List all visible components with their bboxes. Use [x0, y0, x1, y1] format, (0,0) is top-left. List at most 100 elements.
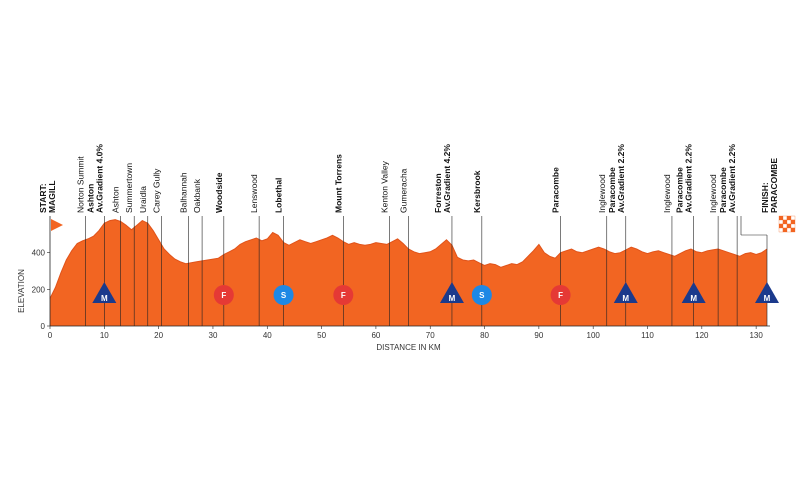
waypoint-label: Forreston: [433, 173, 443, 213]
x-tick-label: 120: [695, 331, 709, 340]
waypoint-label: Paracombe: [551, 167, 561, 213]
chart-axes: 0 10 20 30 40 50 60 70 80 90 100 110 120 130 0 200 400: [32, 216, 770, 340]
x-tick-label: 40: [263, 331, 272, 340]
finish-flag-cell: [782, 223, 788, 229]
marker-letter: M: [690, 294, 697, 303]
finish-flag-cell: [790, 227, 796, 233]
finish-flag-cell: [786, 227, 792, 233]
waypoint-label: Inglewood: [708, 174, 718, 213]
x-tick-label: 80: [480, 331, 489, 340]
marker-circle: [273, 285, 294, 305]
x-tick-label: 60: [371, 331, 380, 340]
finish-flag-cell: [782, 219, 788, 225]
x-tick-label: 10: [100, 331, 109, 340]
climb-triangle: [681, 282, 706, 303]
waypoint-label: Mount Torrens: [333, 154, 343, 213]
marker-circle: [333, 285, 354, 305]
finish-flag-cell: [782, 227, 788, 233]
finish-flag-cell: [778, 227, 784, 233]
mountain-climb-icon: M: [439, 282, 464, 303]
waypoint-label: Av.Gradient 2.2%: [727, 144, 737, 213]
x-tick-label: 30: [209, 331, 218, 340]
finish-flag-cell: [778, 215, 784, 221]
y-axis-label: ELEVATION: [17, 269, 26, 313]
mountain-climb-icon: M: [613, 282, 638, 303]
finish-flag-cell: [778, 219, 784, 225]
climb-triangle: [92, 282, 117, 303]
finish-flag-cell: [782, 215, 788, 221]
marker-letter: S: [281, 291, 287, 300]
mountain-climb-icon: M: [92, 282, 117, 303]
waypoint-label: Summertown: [124, 163, 134, 213]
start-flag-icon: [51, 219, 63, 231]
waypoint-label: Paracombe: [718, 167, 728, 213]
marker-letter: M: [622, 294, 629, 303]
y-tick-label: 400: [32, 249, 46, 258]
waypoint-label: Ashton: [85, 184, 95, 213]
feed-zone-icon: F: [333, 285, 354, 305]
waypoint-label: Norton Summit: [75, 156, 85, 213]
x-tick-label: 50: [317, 331, 326, 340]
marker-letter: M: [101, 294, 108, 303]
finish-flag-cell: [790, 219, 796, 225]
x-tick-label: 100: [587, 331, 601, 340]
marker-letter: F: [341, 291, 346, 300]
waypoint-label: Kersbrook: [472, 170, 482, 213]
x-tick-label: 110: [641, 331, 654, 340]
mountain-climb-icon: M: [755, 282, 779, 303]
waypoint-label: Ashton: [111, 186, 121, 213]
waypoint-label: Lenswood: [249, 174, 259, 213]
finish-flag-cell: [790, 215, 796, 221]
climb-triangle: [439, 282, 464, 303]
finish-flag-icon: [778, 215, 796, 233]
finish-label: FINISH:: [760, 182, 770, 213]
marker-circle: [550, 285, 571, 305]
marker-letter: M: [449, 294, 456, 303]
waypoint-label: Carey Gully: [151, 168, 161, 213]
marker-letter: F: [558, 291, 563, 300]
marker-letter: M: [764, 294, 771, 303]
waypoint-label: Woodside: [214, 172, 224, 213]
mountain-climb-icon: M: [681, 282, 706, 303]
waypoint-label: Paracombe: [675, 167, 685, 213]
finish-flag-cell: [786, 223, 792, 229]
y-tick-label: 0: [41, 322, 46, 331]
waypoint-label: Av.Gradient 4.0%: [94, 144, 104, 213]
climb-triangle: [755, 282, 779, 303]
start-label: MAGILL: [47, 180, 57, 213]
finish-flag-cell: [786, 215, 792, 221]
waypoint-label: Av.Gradient 4.2%: [442, 144, 452, 213]
x-tick-label: 70: [426, 331, 435, 340]
marker-letter: S: [479, 291, 485, 300]
feed-zone-icon: F: [213, 285, 234, 305]
sprint-icon: S: [471, 285, 492, 305]
waypoint-label: Inglewood: [662, 174, 672, 213]
finish-flag-cell: [778, 223, 784, 229]
waypoint-label: Kenton Valley: [379, 160, 389, 213]
marker-circle: [213, 285, 234, 305]
marker-circle: [471, 285, 492, 305]
waypoint-label: Oakbank: [192, 178, 202, 213]
waypoint-label: Av.Gradient 2.2%: [684, 144, 694, 213]
finish-flag-cell: [790, 223, 796, 229]
waypoint-label: Paracombe: [607, 167, 617, 213]
waypoint-label: Inglewood: [597, 174, 607, 213]
x-axis-label: DISTANCE IN KM: [376, 343, 441, 352]
start-label: START:: [38, 183, 48, 213]
feed-zone-icon: F: [550, 285, 571, 305]
finish-label: PARACOMBE: [769, 158, 779, 213]
x-tick-label: 0: [48, 331, 53, 340]
waypoint-labels: Norton Summit Ashton Av.Gradient 4.0% Ashto…: [38, 144, 779, 213]
waypoint-leader-lines: [85, 216, 738, 326]
y-tick-label: 200: [32, 285, 46, 294]
waypoint-label: Uraidla: [138, 186, 148, 213]
waypoint-label: Balhannah: [179, 172, 189, 213]
climb-triangle: [613, 282, 638, 303]
finish-flag-cell: [786, 219, 792, 225]
x-tick-label: 20: [154, 331, 163, 340]
waypoint-label: Av.Gradient 2.2%: [616, 144, 626, 213]
start-finish-flags: [51, 215, 796, 326]
marker-letter: F: [221, 291, 226, 300]
